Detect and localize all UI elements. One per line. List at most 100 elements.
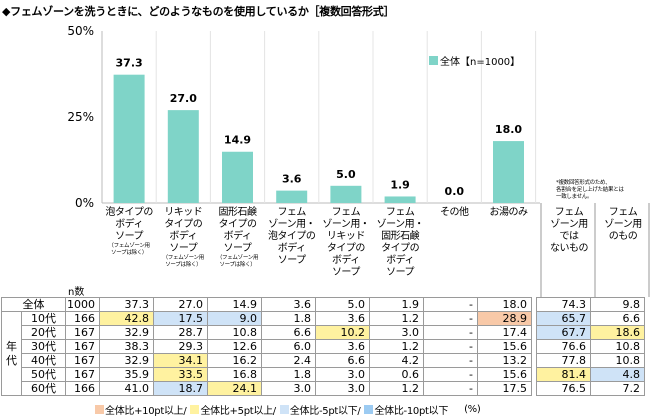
category-label: お湯のみ <box>481 207 535 219</box>
category-note: （フェムゾーン用 ソープは除く） <box>162 255 205 268</box>
data-label: 3.6 <box>282 173 302 186</box>
extra-column-header: フェム ゾーン用 では ないもの <box>550 207 589 254</box>
extra-column-header: フェム ゾーン用 のもの <box>604 207 642 242</box>
table-row: 40代 167 32.9 34.1 16.2 2.4 6.6 4.2-13.2 77.8 10.8 <box>2 353 645 368</box>
category-name: 固形石鹸 タイプの ボディ ソープ <box>218 207 257 254</box>
value-cell: 1.8 <box>261 367 316 382</box>
value-cell: 77.8 <box>536 353 591 368</box>
value-cell: 17.5 <box>153 311 208 326</box>
value-cell: 18.0 <box>477 297 532 312</box>
value-cell: - <box>423 381 478 396</box>
row-label: 10代 <box>21 311 66 326</box>
value-cell: 29.3 <box>153 339 208 354</box>
value-cell: 3.0 <box>315 367 370 382</box>
key-item: 全体比+10pt以上/ <box>95 402 187 417</box>
value-cell: 10.8 <box>590 339 645 354</box>
table-row: 全体 1000 37.3 27.0 14.9 3.6 5.0 1.9-18.0 74.3 9.8 <box>1 297 645 312</box>
value-cell: 32.9 <box>99 325 154 340</box>
unit-label: (%) <box>464 404 481 415</box>
category-name: リキッド タイプの ボディ ソープ <box>164 207 203 254</box>
n-cell: 167 <box>65 339 100 354</box>
value-cell: 6.6 <box>590 311 645 326</box>
key-label: 全体比+10pt以上/ <box>105 406 187 417</box>
data-label: 1.9 <box>390 178 410 191</box>
value-cell: - <box>423 325 478 340</box>
value-cell: 10.2 <box>315 325 370 340</box>
row-label: 60代 <box>21 381 66 396</box>
value-cell: 3.0 <box>261 381 316 396</box>
value-cell: 15.6 <box>477 339 532 354</box>
value-cell: 10.8 <box>207 325 262 340</box>
value-cell: 37.3 <box>99 297 154 312</box>
value-cell: 1.2 <box>369 311 424 326</box>
category-name: フェム ゾーン用・ 泡タイプの ボディ ソープ <box>267 207 316 266</box>
value-cell: - <box>423 367 478 382</box>
legend-swatch <box>429 56 438 65</box>
data-label: 5.0 <box>336 168 356 181</box>
value-cell: 74.3 <box>536 297 591 312</box>
value-cell: 42.8 <box>99 311 154 326</box>
n-header: n数 <box>68 287 85 298</box>
table-row: 30代 167 38.3 29.3 12.6 6.0 3.6 1.2-15.6 76.6 10.8 <box>2 339 645 354</box>
value-cell: 6.6 <box>261 325 316 340</box>
table-row: 60代 166 41.0 18.7 24.1 3.0 3.0 1.2-17.5 76.5 7.2 <box>2 381 645 396</box>
value-cell: 1.2 <box>369 339 424 354</box>
value-cell: 76.5 <box>536 381 591 396</box>
value-cell: 3.6 <box>315 339 370 354</box>
table-row: 20代 167 32.9 28.7 10.8 6.6 10.2 3.0-17.4 67.7 18.… <box>2 325 645 340</box>
n-cell: 1000 <box>65 297 100 312</box>
category-label: リキッド タイプの ボディ ソープ （フェムゾーン用 ソープは除く） <box>156 207 210 269</box>
chart-title: ◆フェムゾーンを洗うときに、どのようなものを使用しているか［複数回答形式］ <box>2 5 395 18</box>
category-name: 泡タイプの ボディ ソープ <box>105 207 153 242</box>
row-label: 全体 <box>1 297 66 312</box>
value-cell: 12.6 <box>207 339 262 354</box>
bar <box>276 190 308 203</box>
y-tick-label: 0% <box>75 196 94 210</box>
value-cell: 0.6 <box>369 367 424 382</box>
table-row: 年 代 10代 166 42.8 17.5 9.0 1.8 3.6 1.2-28.9 65.7 6.… <box>1 311 645 396</box>
value-cell: 16.8 <box>207 367 262 382</box>
value-cell: 28.9 <box>477 311 532 326</box>
category-label: フェム ゾーン用・ 泡タイプの ボディ ソープ <box>265 207 319 267</box>
category-name: その他 <box>440 207 469 218</box>
category-label: フェム ゾーン用・ 固形石鹸 タイプの ボディ ソープ <box>373 207 427 279</box>
category-name: お湯のみ <box>489 207 528 218</box>
category-label: 泡タイプの ボディ ソープ （フェムゾーン用 ソープは除く） <box>102 207 156 257</box>
data-label: 14.9 <box>224 134 251 147</box>
category-note: （フェムゾーン用 ソープは除く） <box>216 255 259 268</box>
value-cell: 16.2 <box>207 353 262 368</box>
value-cell: 76.6 <box>536 339 591 354</box>
n-cell: 166 <box>65 381 100 396</box>
value-cell: 1.8 <box>261 311 316 326</box>
value-cell: 41.0 <box>99 381 154 396</box>
footnote: *複数回答形式のため、 各割合を足し上げた結果とは 一致しません。 <box>556 180 624 200</box>
y-tick-label: 50% <box>67 24 94 38</box>
n-cell: 167 <box>65 325 100 340</box>
value-cell: 17.5 <box>477 381 532 396</box>
n-cell: 167 <box>65 353 100 368</box>
key-swatch <box>95 405 104 414</box>
value-cell: - <box>423 297 478 312</box>
row-label: 40代 <box>21 353 66 368</box>
key-item: 全体比+5pt以上/ <box>190 402 276 417</box>
category-label: フェム ゾーン用・ リキッド タイプの ボディ ソープ <box>319 207 373 279</box>
value-cell: 14.9 <box>207 297 262 312</box>
value-cell: 6.6 <box>315 353 370 368</box>
category-name: フェム ゾーン用・ リキッド タイプの ボディ ソープ <box>322 207 370 278</box>
value-cell: 32.9 <box>99 353 154 368</box>
category-label: その他 <box>427 207 481 219</box>
value-cell: 2.4 <box>261 353 316 368</box>
value-cell: 18.6 <box>590 325 645 340</box>
value-cell: - <box>423 311 478 326</box>
bar <box>493 141 524 203</box>
chart-legend: 全体【n=1000】 <box>429 53 520 68</box>
value-cell: 33.5 <box>153 367 208 382</box>
legend-label: 全体【n=1000】 <box>440 57 521 68</box>
key-item: 全体比-10pt以下 <box>364 402 448 417</box>
data-label: 37.3 <box>116 57 143 70</box>
value-cell: 9.0 <box>207 311 262 326</box>
data-label: 27.0 <box>170 92 197 105</box>
value-cell: 67.7 <box>536 325 591 340</box>
category-name: フェム ゾーン用・ 固形石鹸 タイプの ボディ ソープ <box>376 207 425 278</box>
value-cell: 27.0 <box>153 297 208 312</box>
